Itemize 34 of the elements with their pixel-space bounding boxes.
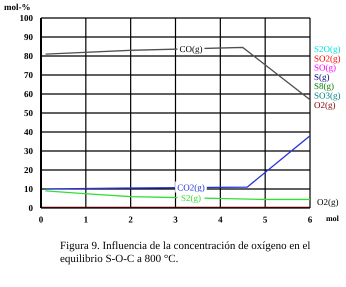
y-tick-label: 30 — [24, 146, 34, 156]
line-series — [44, 46, 310, 100]
x-tick-label: 5 — [262, 214, 268, 224]
legend-label: SO3(g) — [314, 90, 340, 100]
text: O2(g) — [314, 100, 336, 110]
y-tick-label: 70 — [24, 70, 34, 80]
legend-label: SO(g) — [314, 62, 336, 73]
x-tick-label: 3 — [173, 214, 178, 224]
x-tick-label: 6 — [308, 214, 313, 224]
y-tick-label: 80 — [24, 51, 34, 62]
y-tick-label: 50 — [24, 108, 34, 118]
series-label: CO(g) — [179, 44, 202, 54]
text: O2(g) — [317, 197, 338, 207]
x-tick-label: 2 — [128, 214, 134, 224]
text: Figura 9. Influencia de la concentración de oxígeno en el equilibrio S-O-C a 800 °C. — [60, 240, 312, 266]
y-tick-label: 60 — [24, 89, 34, 100]
x-axis-title: mol — [326, 214, 340, 223]
series-label: S2(g) — [180, 192, 201, 203]
y-tick-label: 10 — [24, 184, 34, 194]
y-axis-title: mol-% — [4, 2, 30, 12]
line-series — [44, 135, 310, 190]
y-tick-label: 0 — [28, 203, 34, 214]
legend-label: S(g) — [314, 72, 330, 82]
x-tick-label: 0 — [38, 214, 44, 224]
legend-label: SO2(g) — [314, 53, 340, 64]
y-tick-label: 90 — [24, 32, 34, 42]
legend-label: S8(g) — [314, 81, 334, 92]
y-tick-label: 100 — [20, 13, 34, 24]
y-tick-label: 40 — [24, 127, 34, 138]
y-tick-label: 20 — [24, 165, 34, 176]
x-tick-label: 4 — [218, 214, 224, 224]
x-tick-label: 1 — [84, 214, 89, 224]
legend-label: S2O(g) — [314, 44, 340, 54]
series-label: CO2(g) — [177, 182, 205, 193]
